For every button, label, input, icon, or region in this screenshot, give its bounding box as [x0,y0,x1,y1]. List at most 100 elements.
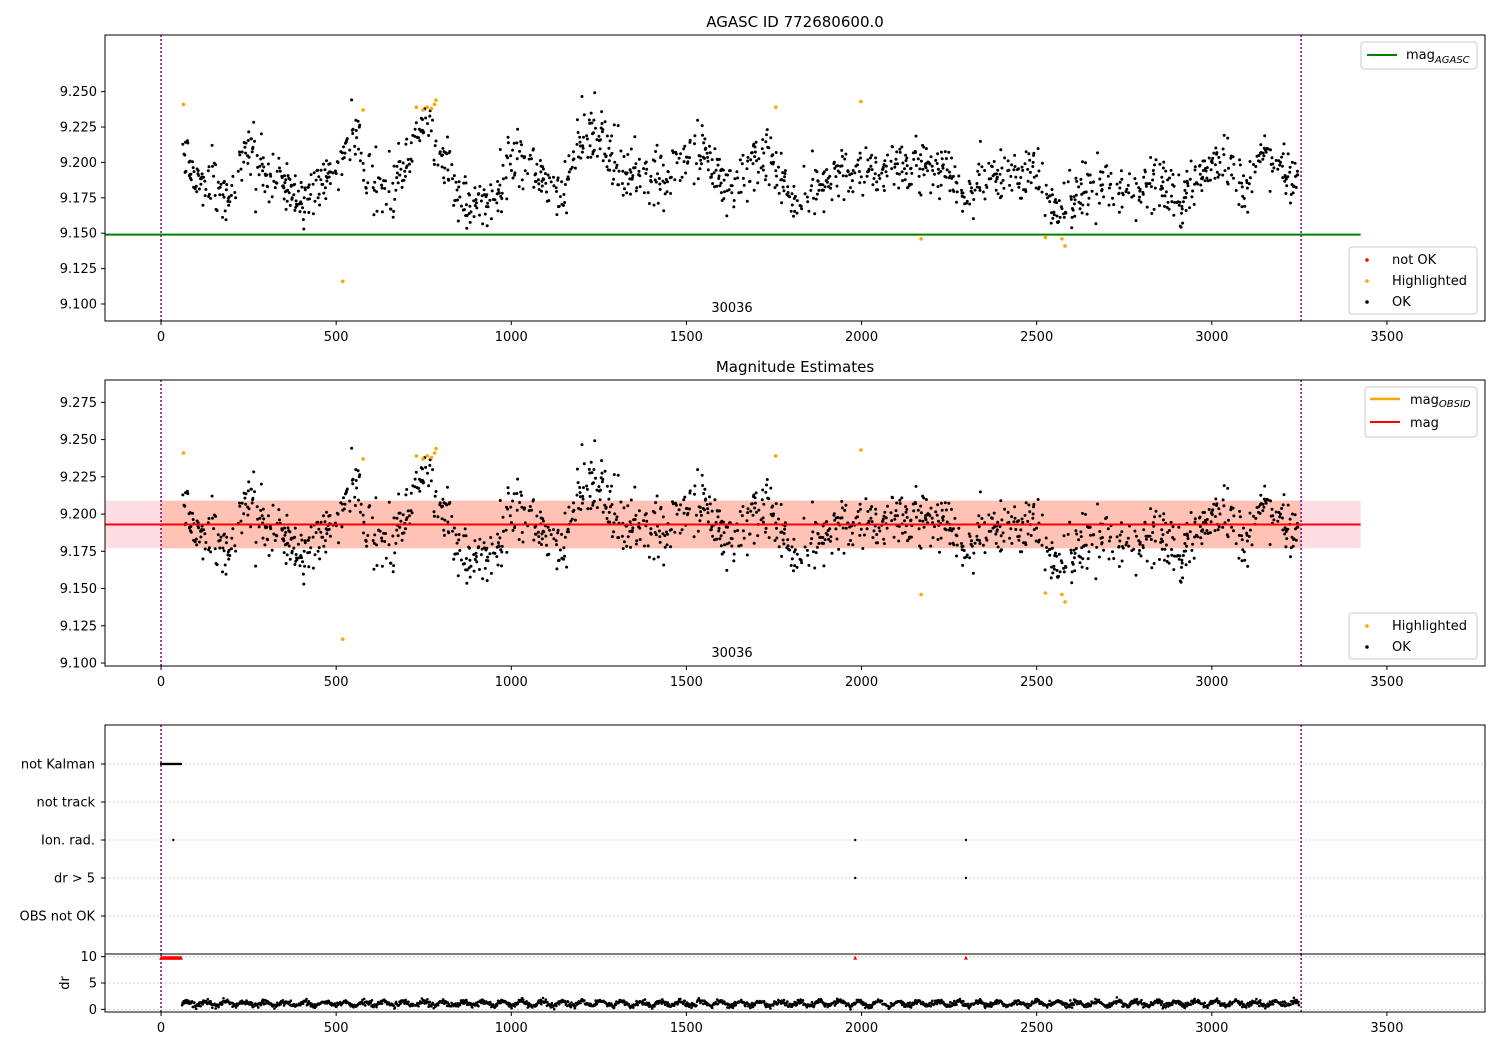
ok-point [597,134,601,138]
ok-point [851,169,855,172]
ok-point [1052,213,1056,217]
ok-point [874,512,878,516]
dr-point [849,1008,852,1011]
ok-point [513,171,517,175]
ok-point [317,175,321,179]
ok-point [1031,160,1035,164]
ok-point [658,540,662,544]
ok-point [380,564,384,568]
ok-point [1240,205,1244,209]
ok-point [486,205,490,209]
ok-point [554,186,558,190]
ok-point [723,190,726,194]
ok-point [468,546,471,550]
ok-point [755,510,758,514]
ok-point [498,183,502,187]
ok-point [222,180,226,183]
ok-point [678,179,682,182]
ok-point [968,534,972,538]
ok-point [547,552,551,556]
ok-point [391,534,395,538]
ok-point [682,498,686,502]
ok-point [658,535,662,539]
ok-point [661,179,665,183]
ok-point [790,545,794,549]
ok-point [1032,502,1036,506]
ok-point [975,534,979,538]
ok-point [1012,168,1016,172]
ok-point [1186,184,1190,188]
ok-point [989,529,993,533]
ok-point [184,169,188,173]
highlighted-point [421,108,425,112]
ok-point [203,179,207,183]
ok-point [1078,561,1082,565]
ok-point [1246,210,1250,214]
ok-point [409,141,413,145]
ok-point [473,204,477,208]
x-tick-label-0: 0 [157,330,165,345]
ok-point [788,548,792,552]
magnitude-estimates-panel: Magnitude Estimates 9.1009.1259.1509.175… [60,358,1486,690]
dr-point [259,1003,263,1007]
ok-point [393,197,397,201]
ok-point [1284,177,1288,181]
ok-point [1281,503,1285,507]
ok-point [407,514,411,518]
ok-point [410,511,414,515]
dr-point [477,1004,480,1008]
dr-point [307,999,311,1003]
ok-point [815,192,819,196]
ok-point [705,151,709,155]
ok-point [727,541,731,545]
ok-point [1204,169,1208,173]
ok-point [780,178,784,181]
ok-point [1149,185,1153,189]
ok-point [293,208,297,212]
ok-point [1142,175,1146,179]
ok-point [366,181,370,185]
ok-point [482,541,486,545]
highlighted-point [1043,591,1048,595]
ok-point [405,137,409,141]
ok-point [633,518,637,521]
ok-point [714,168,718,172]
ok-point [938,550,941,554]
ok-point [890,519,894,523]
dr-point [812,1004,816,1008]
ok-point [1193,165,1197,169]
ok-point [612,177,616,181]
ok-point [555,213,559,217]
ok-point [1001,178,1005,182]
ok-point [267,200,271,204]
ok-point [528,153,532,157]
ok-point [980,165,984,169]
ok-point [686,160,690,164]
ok-point [509,505,513,509]
ok-point [822,564,826,568]
ok-point [1243,558,1247,562]
ok-point [996,545,1000,549]
x-tick-label-5: 2500 [1020,675,1053,690]
ok-point [506,491,510,495]
ok-point [538,159,542,162]
y-tick-label-4: 9.200 [60,156,97,171]
ok-point [1170,200,1174,204]
ok-point [995,175,999,179]
ok-point [789,209,793,213]
dr-point [489,1002,493,1006]
dr-point [217,1005,220,1009]
dr-point [731,1006,735,1009]
ok-point [816,179,820,183]
ok-point [774,169,778,173]
ok-point [638,185,642,189]
ok-point [238,150,241,154]
ok-point [263,543,267,547]
ok-point [895,501,899,505]
ok-point [929,506,933,510]
ok-point [227,557,231,561]
ok-point [319,520,323,524]
dr-point [870,1005,874,1009]
ok-point [1172,184,1176,188]
ok-point [555,543,558,547]
